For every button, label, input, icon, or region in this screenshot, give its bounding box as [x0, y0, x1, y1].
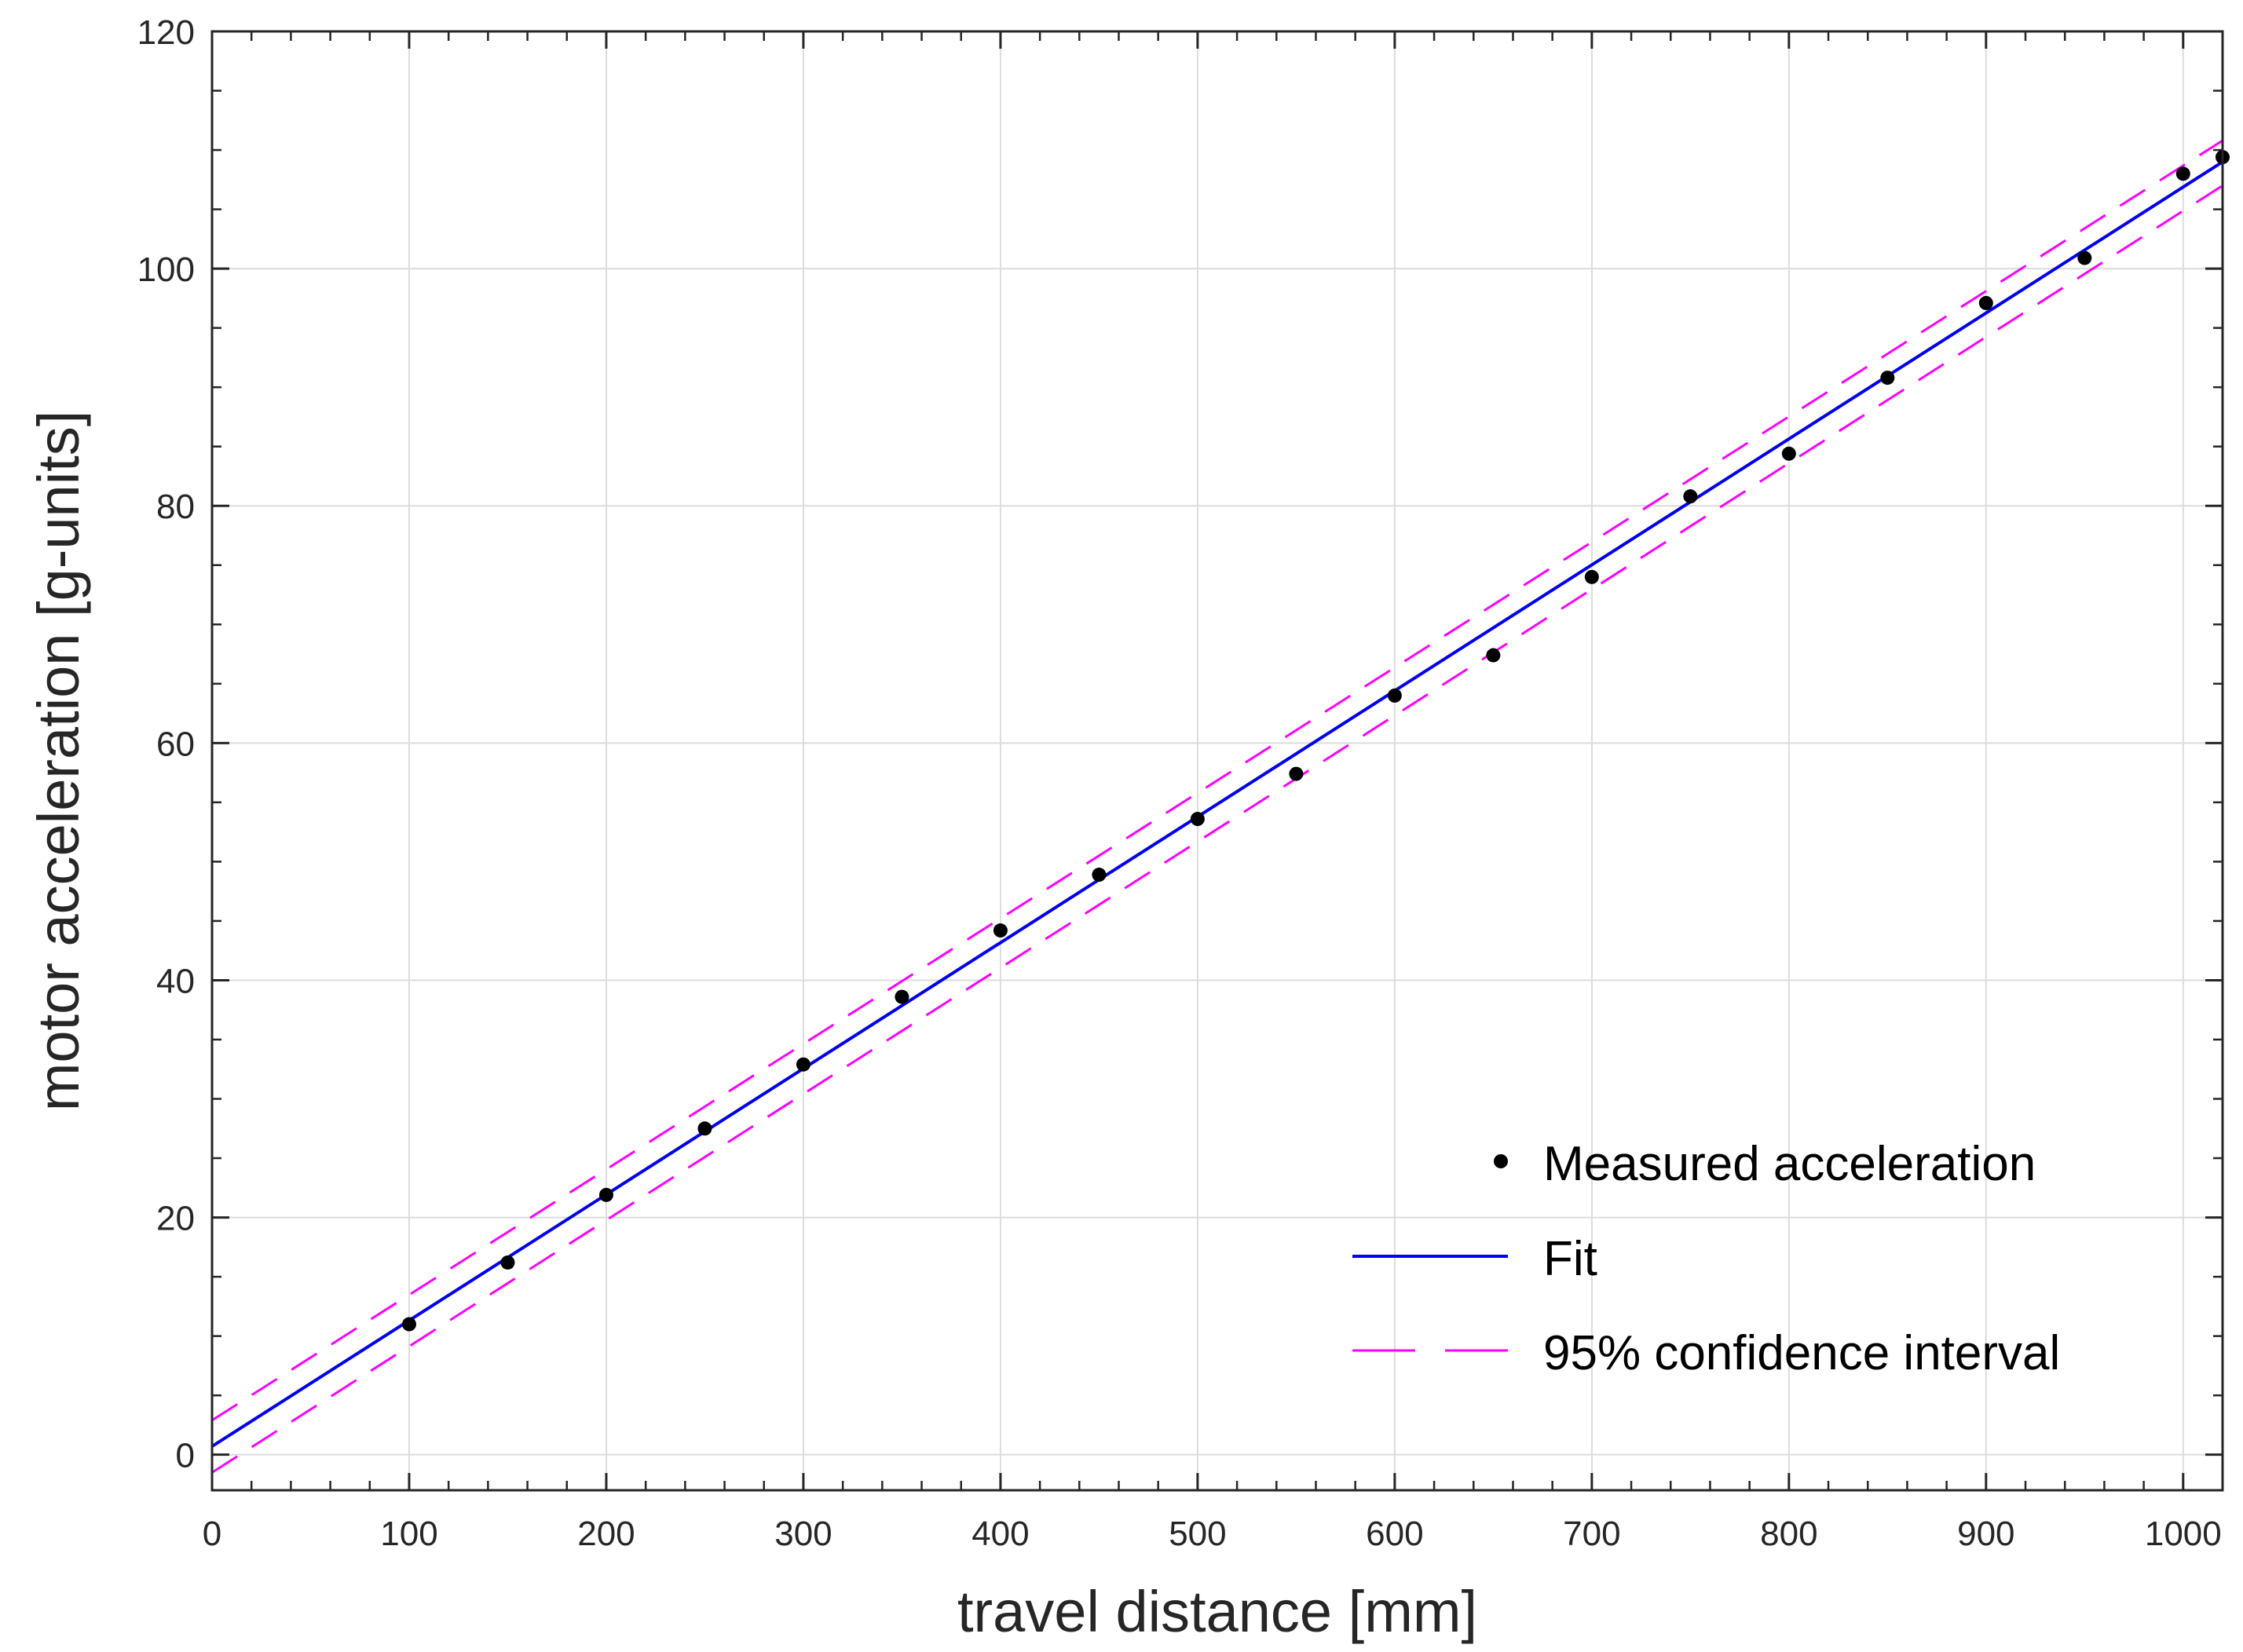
fit-line	[210, 160, 2224, 1448]
x-tick-label: 400	[971, 1515, 1029, 1553]
data-point	[2175, 166, 2190, 181]
data-point	[1978, 295, 1993, 310]
data-points	[401, 150, 2230, 1332]
grid	[211, 31, 2223, 1490]
plot-frame	[210, 30, 2224, 1492]
data-point	[1092, 868, 1107, 883]
confidence-interval-lines	[211, 139, 2223, 1474]
minor-ticks	[212, 31, 2224, 1490]
data-point	[796, 1057, 810, 1072]
x-tick-label: 900	[1957, 1515, 2014, 1553]
x-tick-label: 600	[1366, 1515, 1423, 1553]
data-point	[1289, 766, 1304, 781]
data-point	[598, 1187, 613, 1202]
data-point	[993, 923, 1008, 938]
data-point	[697, 1121, 712, 1136]
y-tick-label: 60	[156, 725, 195, 763]
y-axis-title: motor acceleration [g-units]	[26, 411, 91, 1112]
y-tick-labels: 0 20 40 60 80 100 120	[137, 13, 195, 1475]
y-tick-label: 40	[156, 962, 195, 1000]
x-tick-label: 200	[577, 1515, 635, 1553]
x-tick-label: 1000	[2145, 1515, 2222, 1553]
ci-lower-line	[211, 185, 2223, 1474]
data-point	[500, 1255, 515, 1270]
x-tick-label: 100	[380, 1515, 437, 1553]
fit-line-group	[210, 160, 2224, 1448]
data-point	[1880, 371, 1895, 386]
major-ticks	[210, 30, 2223, 1490]
data-point	[1584, 569, 1599, 584]
legend-label-measured: Measured acceleration	[1543, 1137, 2036, 1191]
x-tick-label: 300	[774, 1515, 832, 1553]
y-tick-label: 120	[137, 13, 195, 52]
x-axis-title: travel distance [mm]	[957, 1579, 1477, 1644]
ci-upper-line	[211, 139, 2223, 1422]
x-tick-label: 800	[1760, 1515, 1817, 1553]
data-point	[1190, 812, 1205, 827]
legend-marker-measured	[1494, 1154, 1508, 1168]
data-point	[1781, 446, 1796, 461]
x-tick-labels: 0 100 200 300 400 500 600 700 800 900 1000	[203, 1515, 2222, 1553]
x-tick-label: 500	[1169, 1515, 1226, 1553]
x-tick-label: 700	[1563, 1515, 1620, 1553]
x-tick-label: 0	[203, 1515, 221, 1553]
legend: Measured acceleration Fit 95% confidence i…	[1352, 1137, 2060, 1380]
data-point	[1387, 688, 1402, 703]
legend-label-fit: Fit	[1543, 1232, 1597, 1286]
legend-label-ci: 95% confidence interval	[1543, 1326, 2060, 1380]
y-tick-label: 20	[156, 1200, 195, 1238]
data-point	[895, 989, 909, 1004]
y-tick-label: 100	[137, 250, 195, 289]
data-point	[1683, 489, 1698, 504]
data-point	[1486, 648, 1501, 663]
y-tick-label: 80	[156, 488, 195, 526]
data-point	[2077, 250, 2092, 265]
y-tick-label: 0	[176, 1437, 195, 1475]
data-point	[401, 1317, 416, 1332]
